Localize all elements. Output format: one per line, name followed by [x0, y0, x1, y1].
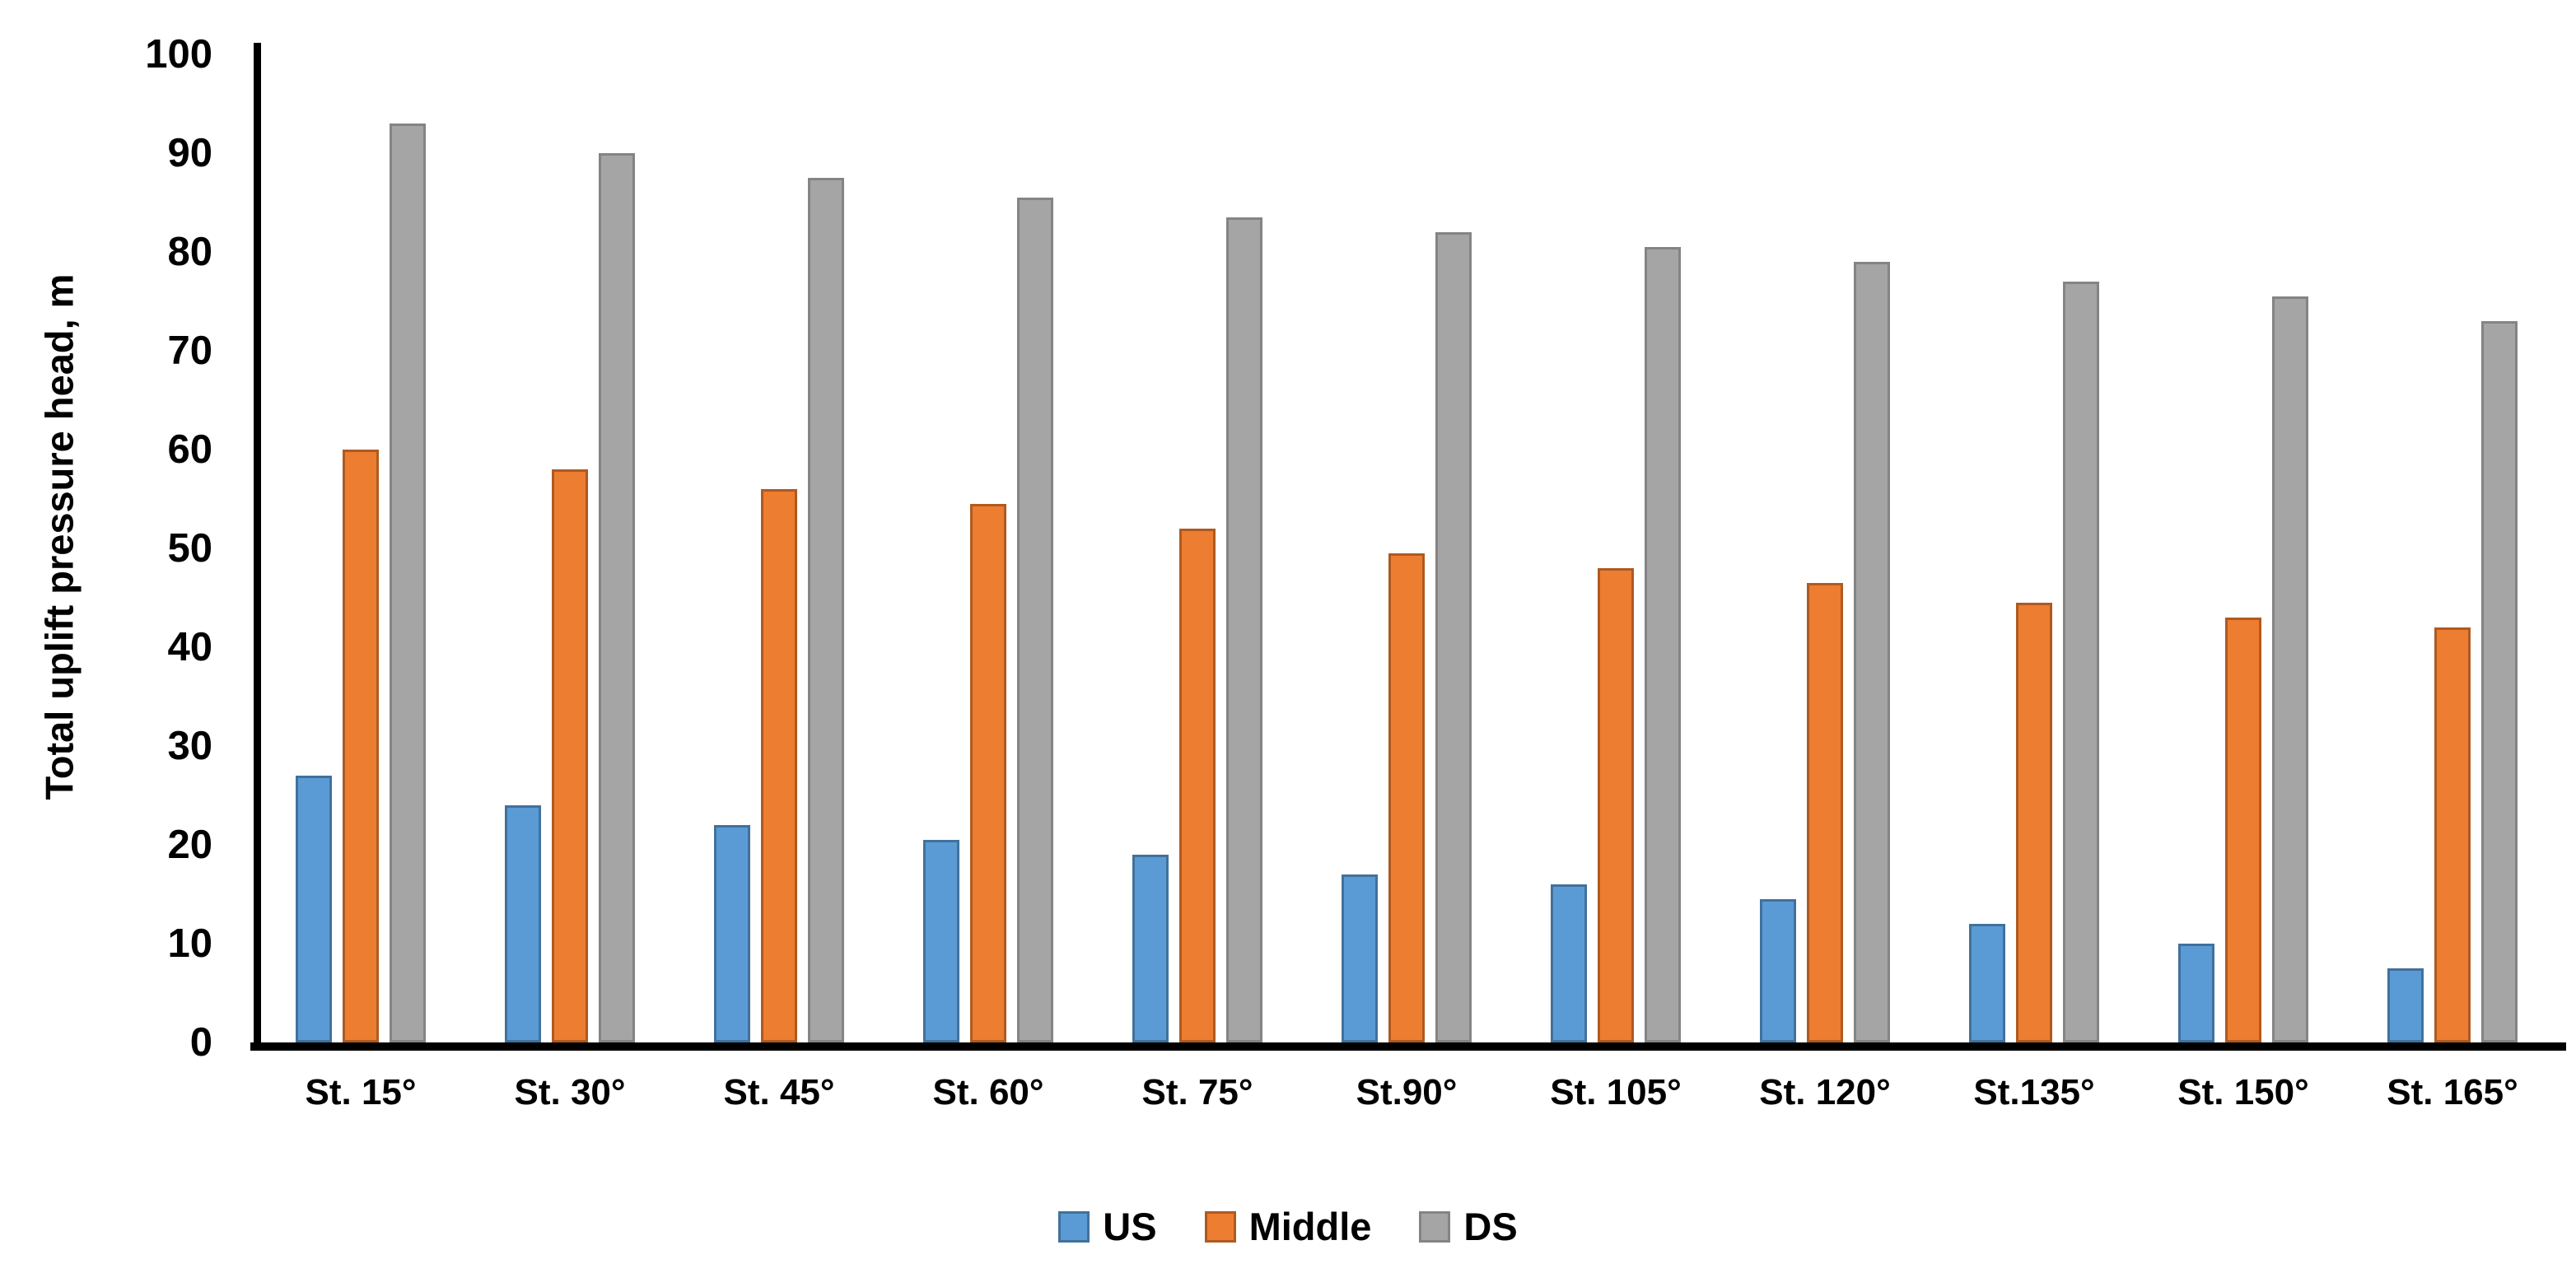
bar-ds-120 [1854, 262, 1890, 1042]
legend-item-middle: Middle [1204, 1204, 1372, 1249]
legend-swatch-us [1058, 1210, 1090, 1243]
bar-ds-60 [1017, 198, 1053, 1042]
bar-middle-135 [2016, 603, 2052, 1042]
bar-middle-150 [2225, 618, 2261, 1042]
bar-ds-90 [1435, 232, 1472, 1042]
y-tick-label: 80 [167, 230, 212, 274]
y-tick-label: 90 [167, 131, 212, 175]
y-tick-label: 0 [189, 1020, 212, 1065]
x-axis-label: St.135° [1973, 1072, 2095, 1112]
y-tick-label: 70 [167, 329, 212, 373]
bar-ds-150 [2272, 296, 2308, 1042]
legend: US Middle DS [0, 1204, 2576, 1249]
legend-swatch-middle [1204, 1210, 1236, 1243]
y-tick-label: 20 [167, 823, 212, 867]
x-axis-label: St. 15° [305, 1072, 417, 1112]
legend-label-ds: DS [1463, 1205, 1518, 1248]
legend-label-middle: Middle [1248, 1205, 1372, 1248]
x-axis-label: St. 75° [1141, 1072, 1253, 1112]
bar-ds-105 [1645, 247, 1681, 1042]
bar-middle-105 [1598, 568, 1634, 1042]
bar-middle-75 [1179, 529, 1216, 1042]
bar-us-105 [1551, 884, 1587, 1042]
bar-us-150 [2178, 944, 2214, 1042]
bar-ds-165 [2481, 321, 2518, 1042]
bar-ds-30 [599, 153, 635, 1042]
x-axis-label: St. 105° [1550, 1072, 1682, 1112]
x-axis-label: St. 120° [1759, 1072, 1891, 1112]
legend-item-us: US [1058, 1204, 1157, 1249]
bar-middle-90 [1388, 553, 1425, 1042]
bar-middle-120 [1807, 583, 1843, 1042]
legend-label-us: US [1103, 1205, 1157, 1248]
bar-middle-45 [761, 489, 797, 1042]
y-tick-label: 60 [167, 427, 212, 472]
x-axis-label: St.90° [1356, 1072, 1458, 1112]
bar-us-120 [1760, 899, 1796, 1042]
legend-swatch-ds [1419, 1210, 1451, 1243]
bar-us-165 [2387, 968, 2424, 1042]
y-tick-label: 100 [145, 32, 212, 77]
bar-us-15 [296, 776, 332, 1042]
bar-us-45 [714, 825, 750, 1042]
x-axis-label: St. 60° [932, 1072, 1044, 1112]
bar-us-135 [1969, 924, 2005, 1042]
y-axis-line [254, 43, 261, 1050]
x-axis-label: St. 30° [514, 1072, 626, 1112]
bar-middle-60 [970, 504, 1006, 1042]
legend-item-ds: DS [1419, 1204, 1518, 1249]
y-tick-label: 50 [167, 526, 212, 571]
x-axis-label: St. 165° [2387, 1072, 2518, 1112]
x-axis-label: St. 150° [2177, 1072, 2309, 1112]
bar-ds-75 [1226, 217, 1262, 1042]
y-tick-label: 40 [167, 625, 212, 669]
bar-middle-15 [343, 450, 379, 1042]
y-tick-label: 30 [167, 724, 212, 768]
bar-ds-45 [808, 178, 844, 1042]
bar-ds-135 [2063, 282, 2099, 1042]
bar-us-30 [505, 805, 541, 1042]
x-axis-label: St. 45° [723, 1072, 835, 1112]
bar-us-75 [1132, 855, 1169, 1042]
bar-ds-15 [390, 124, 426, 1042]
bar-middle-165 [2434, 627, 2471, 1042]
x-axis-line [250, 1042, 2566, 1051]
bar-middle-30 [552, 469, 588, 1042]
bar-us-90 [1342, 874, 1378, 1042]
y-tick-label: 10 [167, 921, 212, 966]
bar-us-60 [923, 840, 959, 1042]
